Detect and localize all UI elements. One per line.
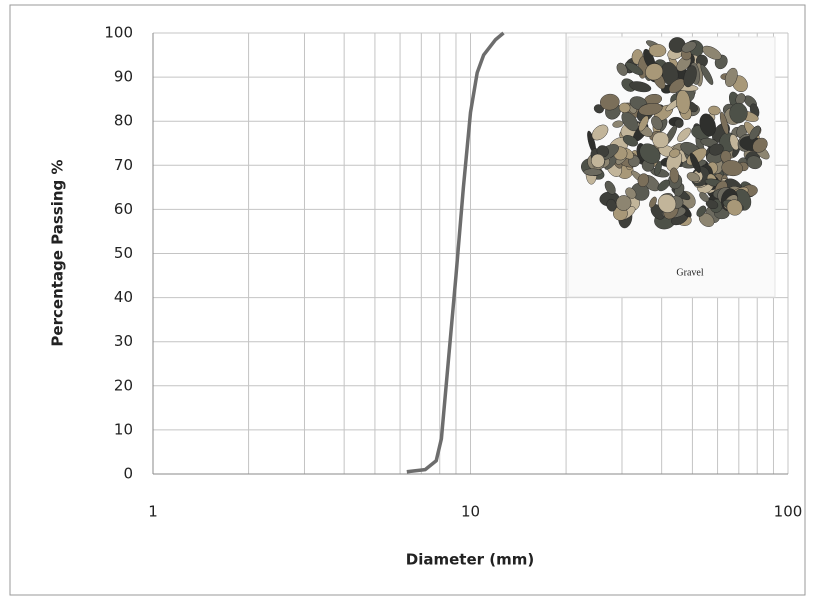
- stone: [618, 102, 631, 113]
- stone: [726, 199, 743, 216]
- stone: [645, 63, 664, 81]
- stone: [657, 194, 677, 213]
- y-tick-label: 60: [114, 200, 133, 218]
- stone: [638, 115, 649, 132]
- stone: [752, 137, 768, 153]
- stone: [649, 196, 657, 208]
- stone: [700, 64, 714, 85]
- stone: [669, 167, 680, 184]
- stone: [625, 61, 644, 76]
- y-tick-label: 20: [114, 376, 133, 394]
- y-tick-label: 40: [114, 288, 133, 306]
- stone: [686, 172, 700, 183]
- stone: [657, 179, 670, 192]
- stone: [583, 168, 603, 176]
- stone: [591, 124, 609, 141]
- stone: [654, 161, 662, 176]
- stone: [705, 199, 719, 210]
- stone: [708, 105, 721, 116]
- stone: [749, 125, 761, 141]
- stone: [622, 135, 638, 147]
- stone: [699, 192, 710, 203]
- y-tick-label: 100: [104, 24, 133, 42]
- stone: [651, 116, 663, 130]
- stone: [668, 37, 686, 53]
- y-tick-label: 30: [114, 332, 133, 350]
- stone: [677, 127, 691, 142]
- y-tick-label: 90: [114, 68, 133, 86]
- stone: [721, 160, 743, 177]
- stone: [683, 65, 697, 88]
- stone: [702, 45, 722, 60]
- stone: [652, 131, 670, 149]
- x-tick-label: 1: [148, 503, 158, 521]
- stone: [637, 173, 649, 188]
- stone: [615, 195, 632, 211]
- y-tick-label: 80: [114, 112, 133, 130]
- y-tick-label: 70: [114, 156, 133, 174]
- stone: [681, 41, 697, 53]
- stone: [629, 81, 652, 93]
- stone: [708, 143, 724, 156]
- stone: [669, 148, 680, 158]
- stone: [604, 180, 616, 195]
- stone: [616, 62, 628, 76]
- inset-image: [567, 36, 776, 298]
- data-line: [406, 31, 505, 474]
- stone: [612, 120, 624, 128]
- y-axis-label: Percentage Passing %: [49, 159, 67, 346]
- stone: [699, 113, 716, 137]
- y-tick-label: 50: [114, 244, 133, 262]
- stone: [600, 93, 620, 111]
- y-tick-label: 10: [114, 420, 133, 438]
- stone: [674, 118, 684, 128]
- stone: [689, 152, 701, 173]
- inset-caption: Gravel: [676, 267, 703, 278]
- stone: [639, 143, 661, 164]
- stone: [746, 155, 763, 170]
- x-tick-label: 100: [774, 503, 803, 521]
- stone: [696, 205, 707, 217]
- stone: [593, 104, 604, 114]
- stone: [729, 102, 748, 124]
- stone: [724, 67, 738, 87]
- stone: [606, 198, 617, 212]
- stone: [648, 43, 667, 58]
- stone: [591, 153, 605, 168]
- x-tick-label: 10: [461, 503, 480, 521]
- y-tick-label: 0: [123, 465, 133, 483]
- stone: [638, 103, 663, 116]
- stone: [719, 111, 729, 135]
- x-axis-label: Diameter (mm): [406, 551, 534, 569]
